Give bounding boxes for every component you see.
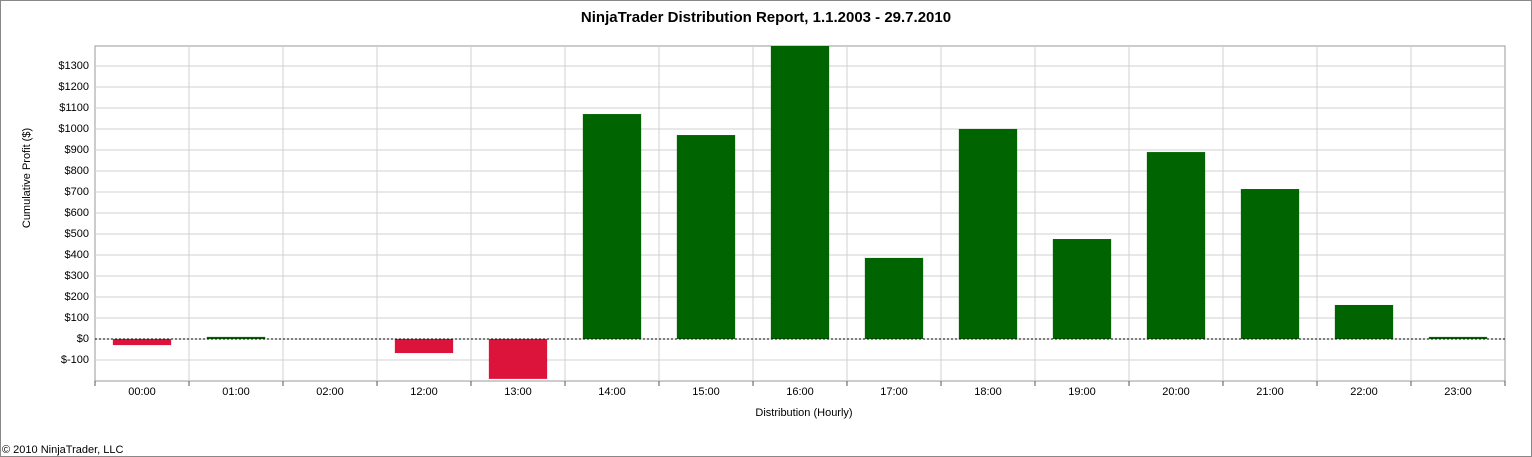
y-tick-label: $1200 [58, 81, 89, 93]
bar [1428, 336, 1488, 339]
y-tick-label: $0 [77, 333, 89, 345]
x-axis-label: Distribution (Hourly) [755, 407, 852, 419]
x-tick-label: 02:00 [316, 386, 344, 398]
x-tick-label: 14:00 [598, 386, 626, 398]
x-tick-label: 12:00 [410, 386, 438, 398]
bar [1052, 239, 1112, 339]
bar [206, 336, 266, 339]
x-tick-label: 20:00 [1162, 386, 1190, 398]
x-tick-label: 22:00 [1350, 386, 1378, 398]
y-axis-label: Cumulative Profit ($) [21, 128, 33, 228]
y-tick-label: $1000 [58, 123, 89, 135]
bar [864, 257, 924, 339]
y-tick-label: $800 [65, 165, 89, 177]
bar [394, 338, 454, 354]
chart-title: NinjaTrader Distribution Report, 1.1.200… [581, 9, 951, 26]
x-tick-label: 18:00 [974, 386, 1002, 398]
y-tick-label: $700 [65, 186, 89, 198]
bar [112, 338, 172, 346]
y-tick-label: $1300 [58, 60, 89, 72]
footer: © 2010 NinjaTrader, LLC [2, 444, 123, 456]
y-tick-label: $600 [65, 207, 89, 219]
bar [1146, 152, 1206, 339]
bar [488, 338, 548, 379]
y-tick-label: $900 [65, 144, 89, 156]
bar [1240, 189, 1300, 339]
x-tick-label: 01:00 [222, 386, 250, 398]
x-tick-label: 00:00 [128, 386, 156, 398]
x-tick-label: 15:00 [692, 386, 720, 398]
y-tick-label: $300 [65, 270, 89, 282]
bar [582, 114, 642, 339]
bar [958, 128, 1018, 339]
x-tick-label: 13:00 [504, 386, 532, 398]
bar [1334, 304, 1394, 339]
y-tick-label: $1100 [59, 102, 89, 114]
x-tick-label: 19:00 [1068, 386, 1096, 398]
y-tick-label: $100 [65, 312, 89, 324]
y-tick-label: $200 [65, 291, 89, 303]
y-tick-label: $400 [65, 249, 89, 261]
bar [770, 46, 830, 339]
y-tick-label: $500 [65, 228, 89, 240]
x-tick-label: 23:00 [1444, 386, 1472, 398]
y-tick-label: $-100 [61, 354, 89, 366]
x-tick-label: 16:00 [786, 386, 814, 398]
bar [676, 135, 736, 339]
x-tick-label: 17:00 [880, 386, 908, 398]
x-tick-label: 21:00 [1256, 386, 1284, 398]
